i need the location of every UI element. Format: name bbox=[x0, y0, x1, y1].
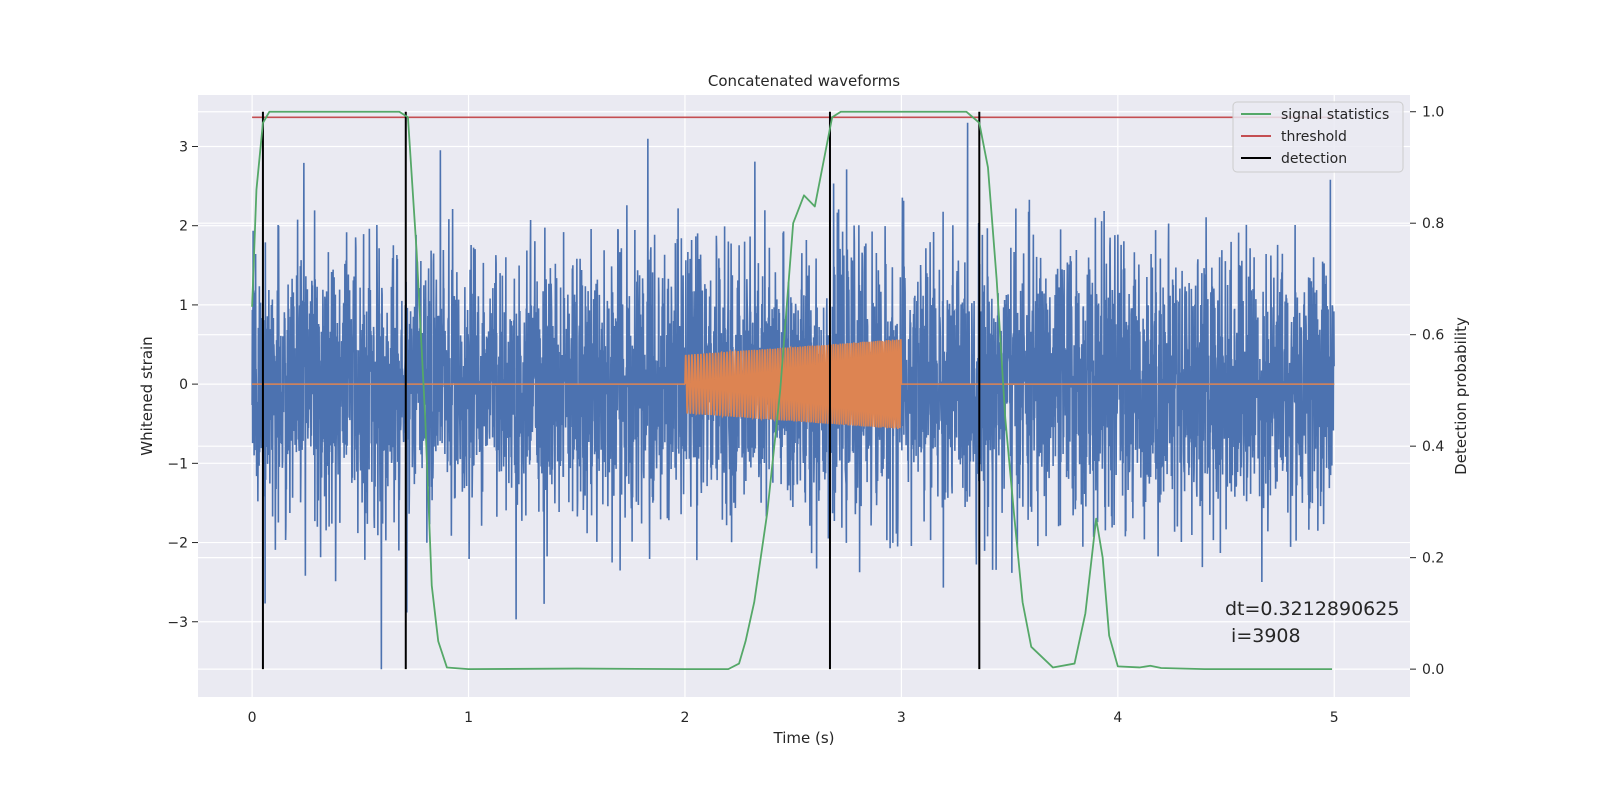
legend-label: threshold bbox=[1281, 129, 1347, 145]
signal-statistics-series bbox=[251, 110, 1333, 671]
x-tick-label: 1 bbox=[464, 710, 473, 726]
legend-label: signal statistics bbox=[1281, 107, 1389, 123]
x-tick-label: 0 bbox=[248, 710, 257, 726]
y-tick-label: −2 bbox=[167, 536, 188, 552]
y-axis-label: Whitened strain bbox=[138, 336, 156, 455]
chart-title: Concatenated waveforms bbox=[708, 72, 900, 90]
x-tick-label: 2 bbox=[681, 710, 690, 726]
y2-tick-label: 1.0 bbox=[1422, 105, 1444, 121]
y-tick-label: 2 bbox=[179, 219, 188, 235]
y-tick-label: 0 bbox=[179, 377, 188, 393]
y2-tick-label: 0.6 bbox=[1422, 328, 1444, 344]
x-tick-label: 4 bbox=[1113, 710, 1122, 726]
y-tick-label: 1 bbox=[179, 298, 188, 314]
strain-series bbox=[251, 122, 1335, 670]
y-tick-label: −3 bbox=[167, 615, 188, 631]
y-axis-right: 0.0 0.2 0.4 0.6 0.8 1.0 bbox=[1410, 105, 1444, 678]
index-annotation: i=3908 bbox=[1225, 625, 1301, 647]
y-axis-left: −3 −2 −1 0 1 2 3 bbox=[167, 139, 198, 631]
x-axis: 0 1 2 3 4 5 bbox=[248, 710, 1339, 726]
y2-tick-label: 0.0 bbox=[1422, 662, 1444, 678]
legend: signal statistics threshold detection bbox=[1232, 101, 1404, 173]
legend-box bbox=[1232, 101, 1404, 173]
dt-annotation: dt=0.3212890625 bbox=[1225, 598, 1399, 620]
y2-axis-label: Detection probability bbox=[1452, 317, 1470, 475]
x-tick-label: 5 bbox=[1330, 710, 1339, 726]
y2-tick-label: 0.4 bbox=[1422, 439, 1444, 455]
y-tick-label: 3 bbox=[179, 139, 188, 155]
x-axis-label: Time (s) bbox=[773, 729, 835, 747]
y-tick-label: −1 bbox=[167, 456, 188, 472]
series-layer bbox=[251, 110, 1335, 671]
injection-series bbox=[252, 339, 1335, 430]
y2-tick-label: 0.8 bbox=[1422, 216, 1444, 232]
legend-label: detection bbox=[1281, 151, 1347, 167]
y2-tick-label: 0.2 bbox=[1422, 551, 1444, 567]
x-tick-label: 3 bbox=[897, 710, 906, 726]
